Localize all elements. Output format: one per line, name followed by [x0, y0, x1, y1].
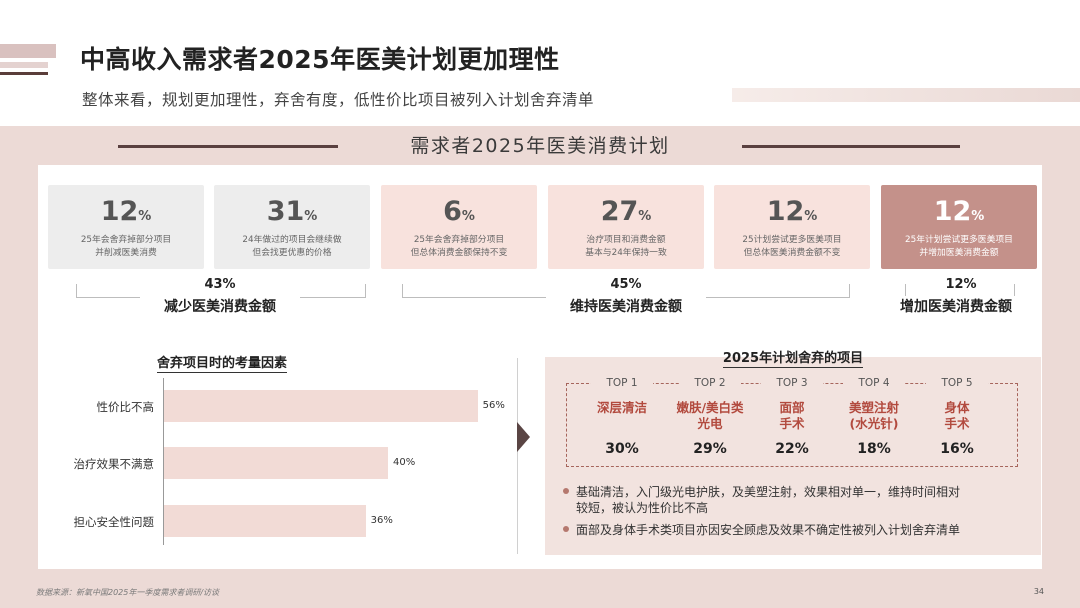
group-percent: 12%	[945, 277, 977, 292]
stat-value: 12%	[933, 196, 985, 227]
stat-value: 27%	[600, 196, 652, 227]
header-decoration-bar	[0, 72, 48, 75]
item-percent: 18%	[857, 441, 891, 457]
subtitle-decoration-bar	[732, 88, 1080, 102]
section-title-rule	[742, 145, 960, 148]
group-label: 维持医美消费金额	[546, 296, 706, 316]
stat-description: 25年会舍弃掉部分项目 并削减医美消费	[80, 235, 172, 258]
plan-title: 2025年计划舍弃的项目	[722, 351, 864, 368]
item-name: 面部 手术	[779, 400, 805, 431]
bullet-item: 面部及身体手术类项目亦因安全顾虑及效果不确定性被列入计划舍弃清单	[563, 522, 960, 538]
group-label: 减少医美消费金额	[140, 296, 300, 316]
arrow-right-icon	[517, 422, 530, 452]
bar-value-label: 36%	[370, 515, 393, 526]
stat-card: 6% 25年会舍弃掉部分项目 但总体消费金额保持不变	[381, 185, 537, 269]
rank-tag: TOP 4	[843, 377, 905, 389]
stat-card: 12% 25计划尝试更多医美项目 但总体医美消费金额不变	[714, 185, 870, 269]
chart-title: 舍弃项目时的考量因素	[157, 352, 288, 373]
section-divider	[517, 358, 518, 554]
stat-description: 25年会舍弃掉部分项目 但总体消费金额保持不变	[410, 235, 508, 258]
stat-card: 31% 24年做过的项目会继续做 但会找更优惠的价格	[214, 185, 370, 269]
header-decoration-bar	[0, 44, 56, 58]
bar	[164, 447, 388, 479]
item-percent: 16%	[940, 441, 974, 457]
stat-description: 24年做过的项目会继续做 但会找更优惠的价格	[242, 235, 342, 258]
rank-tag: TOP 3	[761, 377, 823, 389]
page-title: 中高收入需求者2025年医美计划更加理性	[80, 45, 560, 74]
item-name: 身体 手术	[944, 400, 970, 431]
item-percent: 29%	[693, 441, 727, 457]
bar-value-label: 40%	[393, 457, 416, 468]
stat-value: 31%	[266, 196, 318, 227]
stat-description: 治疗项目和消费金额 基本与24年保持一致	[585, 235, 667, 258]
item-name: 美塑注射 (水光针)	[848, 400, 899, 431]
item-percent: 30%	[605, 441, 639, 457]
stat-card: 12% 25年会舍弃掉部分项目 并削减医美消费	[48, 185, 204, 269]
rank-tag: TOP 5	[926, 377, 988, 389]
bullet-item: 基础清洁，入门级光电护肤，及美塑注射，效果相对单一，维持时间相对 较短，被认为性…	[563, 484, 960, 516]
page-number: 34	[1033, 587, 1044, 596]
bar-category-label: 治疗效果不满意	[73, 457, 155, 471]
bar	[164, 505, 366, 537]
plan-panel	[545, 357, 1041, 555]
stat-value: 12%	[100, 196, 152, 227]
rank-tag: TOP 2	[679, 377, 741, 389]
stat-description: 25计划尝试更多医美项目 但总体医美消费金额不变	[742, 235, 842, 258]
stat-description: 25年计划尝试更多医美项目 并增加医美消费金额	[905, 235, 1013, 258]
stat-card: 27% 治疗项目和消费金额 基本与24年保持一致	[548, 185, 704, 269]
bullet-dot-icon	[563, 526, 569, 532]
bar	[164, 390, 478, 422]
header-decoration-bar	[0, 62, 48, 68]
chart-axis	[163, 378, 164, 545]
item-percent: 22%	[775, 441, 809, 457]
item-name: 嫩肤/美白类 光电	[676, 400, 744, 431]
bullet-dot-icon	[563, 488, 569, 494]
group-percent: 45%	[610, 277, 642, 292]
stat-value: 12%	[766, 196, 818, 227]
group-label: 增加医美消费金额	[881, 296, 1031, 316]
bar-category-label: 担心安全性问题	[73, 515, 155, 529]
data-source: 数据来源：新氧中国2025年一季度需求者调研/访谈	[36, 588, 220, 597]
item-name: 深层清洁	[596, 400, 647, 415]
page-subtitle: 整体来看，规划更加理性，弃舍有度，低性价比项目被列入计划舍弃清单	[82, 91, 595, 109]
section-title-rule	[118, 145, 338, 148]
rank-tag: TOP 1	[591, 377, 653, 389]
group-percent: 43%	[204, 277, 236, 292]
bar-value-label: 56%	[482, 400, 505, 411]
section-title: 需求者2025年医美消费计划	[410, 135, 670, 157]
stat-value: 6%	[443, 196, 475, 227]
bar-category-label: 性价比不高	[96, 400, 155, 414]
stat-card: 12% 25年计划尝试更多医美项目 并增加医美消费金额	[881, 185, 1037, 269]
